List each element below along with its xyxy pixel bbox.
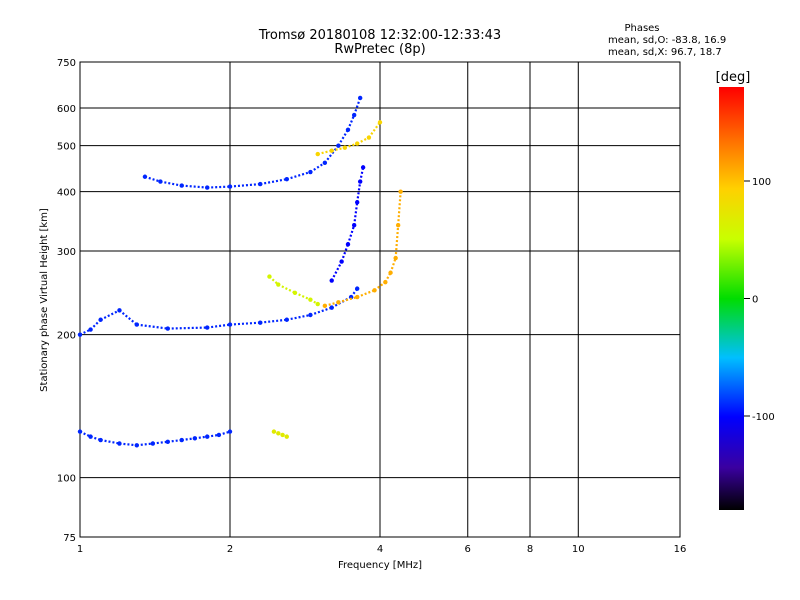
echo-trace-segment bbox=[338, 295, 358, 304]
echo-trace-segment bbox=[286, 313, 311, 321]
y-tick-label: 300 bbox=[57, 247, 76, 258]
y-tick-label: 200 bbox=[57, 331, 76, 342]
y-tick-label: 500 bbox=[57, 142, 76, 153]
echo-trace-segment bbox=[350, 287, 359, 298]
echo-trace-segment bbox=[260, 318, 287, 324]
echo-trace-segment bbox=[368, 121, 381, 139]
echo-trace-segment bbox=[136, 323, 168, 330]
y-tick-label: 600 bbox=[57, 104, 76, 115]
y-tick-label: 400 bbox=[57, 188, 76, 199]
echo-trace-segment bbox=[229, 321, 261, 326]
echo-trace-segment bbox=[340, 243, 350, 262]
echo-trace-segment bbox=[100, 438, 120, 445]
echo-trace-segment bbox=[309, 298, 319, 305]
echo-trace-segment bbox=[229, 182, 261, 188]
echo-trace-segment bbox=[286, 170, 311, 181]
x-tick-label: 8 bbox=[527, 544, 533, 555]
chart-subtitle: RwPretec (8p) bbox=[334, 42, 425, 57]
y-axis: 75 100 200 300 400 500 600 750 bbox=[57, 58, 76, 544]
echo-trace-segment bbox=[294, 291, 311, 301]
x-tick-label: 4 bbox=[377, 544, 383, 555]
x-tick-label: 10 bbox=[572, 544, 585, 555]
x-tick-label: 1 bbox=[77, 544, 83, 555]
x-axis-label: Frequency [MHz] bbox=[338, 560, 422, 571]
echo-trace-segment bbox=[353, 97, 362, 116]
echo-trace-segment bbox=[79, 430, 92, 438]
stats-heading: Phases bbox=[624, 23, 659, 34]
echo-trace-segment bbox=[346, 114, 356, 131]
echo-trace-segment bbox=[346, 224, 356, 245]
echo-points bbox=[77, 95, 403, 448]
x-tick-label: 16 bbox=[674, 544, 687, 555]
y-tick-label: 750 bbox=[57, 58, 76, 69]
colorbar-tick-label: 0 bbox=[752, 295, 758, 306]
echo-trace-segment bbox=[389, 257, 397, 274]
echo-trace-segment bbox=[359, 167, 365, 182]
echo-trace-segment bbox=[309, 161, 326, 173]
y-tick-label: 100 bbox=[57, 474, 76, 485]
echo-trace-segment bbox=[90, 435, 101, 442]
echo-trace-segment bbox=[152, 440, 168, 445]
echo-trace-segment bbox=[356, 181, 362, 203]
colorbar-gradient bbox=[719, 87, 744, 510]
echo-trace-segment bbox=[144, 175, 161, 183]
echo-trace-segment bbox=[330, 261, 343, 282]
echo-trace-segment bbox=[277, 283, 296, 294]
grid-lines bbox=[80, 62, 680, 537]
echo-trace-segment bbox=[119, 442, 137, 447]
echo-trace-segment bbox=[384, 272, 392, 283]
echo-trace-segment bbox=[136, 442, 153, 447]
x-axis: 1 2 4 6 8 10 16 bbox=[77, 544, 687, 555]
echo-trace-segment bbox=[273, 430, 279, 435]
echo-point bbox=[227, 429, 233, 434]
y-axis-label: Stationary phase Virtual Height [km] bbox=[39, 208, 50, 392]
stats-x-line: mean, sd,X: 96.7, 18.7 bbox=[608, 47, 722, 58]
echo-trace-segment bbox=[394, 225, 400, 259]
y-tick-label: 75 bbox=[63, 533, 76, 544]
echo-trace-segment bbox=[181, 184, 208, 189]
colorbar-tick-label: 100 bbox=[752, 177, 771, 188]
echo-trace-segment bbox=[268, 275, 280, 286]
x-tick-label: 6 bbox=[465, 544, 471, 555]
echo-trace-segment bbox=[218, 430, 231, 437]
x-tick-label: 2 bbox=[227, 544, 233, 555]
echo-trace-segment bbox=[167, 326, 208, 330]
echo-trace-segment bbox=[207, 433, 220, 438]
echo-trace-segment bbox=[282, 433, 288, 438]
stats-o-line: mean, sd,O: -83.8, 16.9 bbox=[608, 35, 726, 46]
echo-trace-segment bbox=[356, 289, 375, 299]
echo-trace-segment bbox=[79, 328, 92, 336]
echo-trace-segment bbox=[397, 191, 402, 226]
echo-trace-segment bbox=[100, 309, 120, 321]
echo-trace-segment bbox=[277, 432, 283, 436]
echo-trace-segment bbox=[260, 178, 287, 186]
colorbar-label: [deg] bbox=[716, 70, 751, 85]
colorbar-tick-label: -100 bbox=[752, 412, 775, 423]
phase-colorbar: [deg] 100 0 -100 bbox=[716, 70, 775, 510]
chart-title: Tromsø 20180108 12:32:00-12:33:43 bbox=[258, 28, 501, 43]
echo-trace-segment bbox=[337, 129, 349, 147]
